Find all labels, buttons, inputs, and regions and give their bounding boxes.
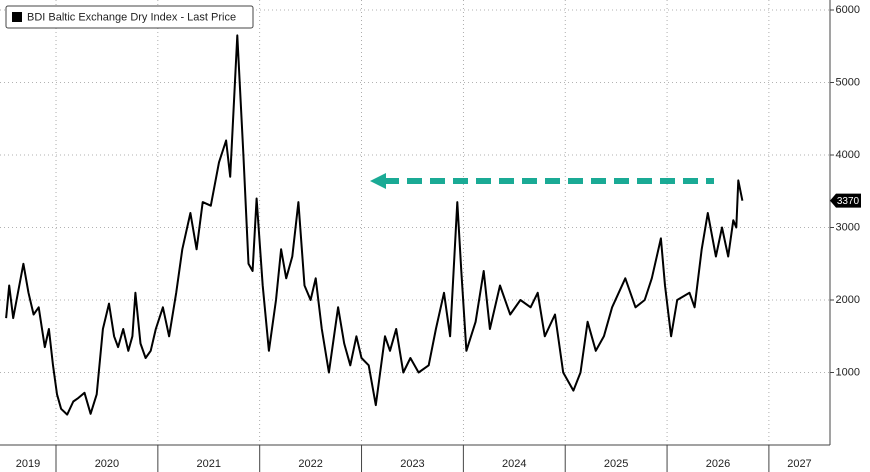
last-price-tag — [830, 193, 861, 208]
last-price-label: 3370 — [837, 196, 860, 207]
x-tick-label: 2025 — [604, 458, 628, 470]
x-tick-label: 2020 — [95, 458, 119, 470]
y-tick-label: 1000 — [836, 366, 860, 378]
legend-swatch — [12, 12, 22, 22]
legend-box — [5, 5, 254, 29]
y-tick-label: 2000 — [836, 294, 860, 306]
y-tick-label: 4000 — [836, 149, 860, 161]
x-tick-label: 2019 — [16, 458, 40, 470]
x-tick-label: 2022 — [298, 458, 322, 470]
y-tick-label: 6000 — [836, 4, 860, 16]
y-tick-label: 3000 — [836, 221, 860, 233]
line — [5, 34, 744, 416]
x-tick-label: 2024 — [502, 458, 526, 470]
x-tick-label: 2023 — [400, 458, 424, 470]
x-tick-label: 2026 — [706, 458, 730, 470]
x-tick-label: 2027 — [787, 458, 811, 470]
x-tick-label: 2021 — [197, 458, 221, 470]
legend: BDI Baltic Exchange Dry Index - Last Pri… — [5, 5, 254, 29]
y-tick-label: 5000 — [836, 76, 860, 88]
arrow-head — [370, 173, 386, 189]
legend-label: BDI Baltic Exchange Dry Index - Last Pri… — [27, 11, 236, 23]
annotation-arrow — [370, 173, 714, 189]
